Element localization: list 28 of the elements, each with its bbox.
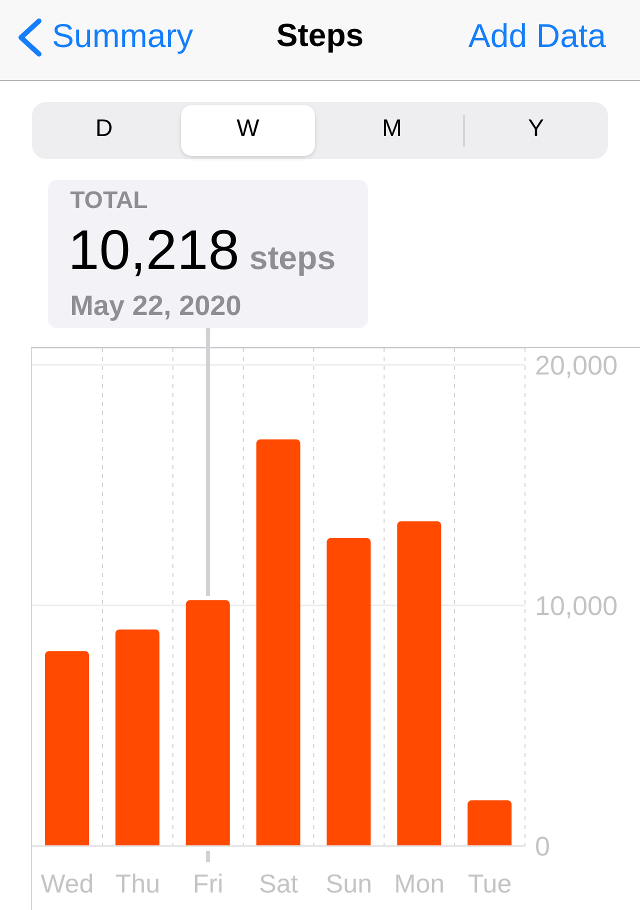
annotation: 10,218 [68,218,240,281]
text: D [95,115,113,142]
text: Summary [52,17,194,54]
bar [45,651,89,846]
chart-title: Steps [276,17,364,53]
text: Add Data [468,17,606,54]
x-tick-label: Thu [115,868,160,898]
text: W [236,115,260,142]
y-tick-label: 0 [535,832,550,862]
text: TOTAL [70,187,148,214]
text: Y [528,115,544,142]
bar [326,538,371,846]
x-tick-label: Sun [326,868,372,898]
x-tick-label: Sat [258,868,299,898]
bar [186,600,230,846]
x-tick-label: Fri [192,868,224,898]
y-tick-label: 10,000 [535,591,618,622]
bar [256,439,300,846]
bar [115,629,160,846]
bar [468,800,512,846]
text: M [382,115,402,142]
x-tick-label: Tue [468,868,512,898]
x-tick-label: Mon [394,868,445,898]
text: steps [249,239,336,276]
text: May 22, 2020 [70,290,242,321]
x-tick-label: Wed [40,868,94,898]
bar [397,521,442,846]
y-tick-label: 20,000 [535,350,618,380]
